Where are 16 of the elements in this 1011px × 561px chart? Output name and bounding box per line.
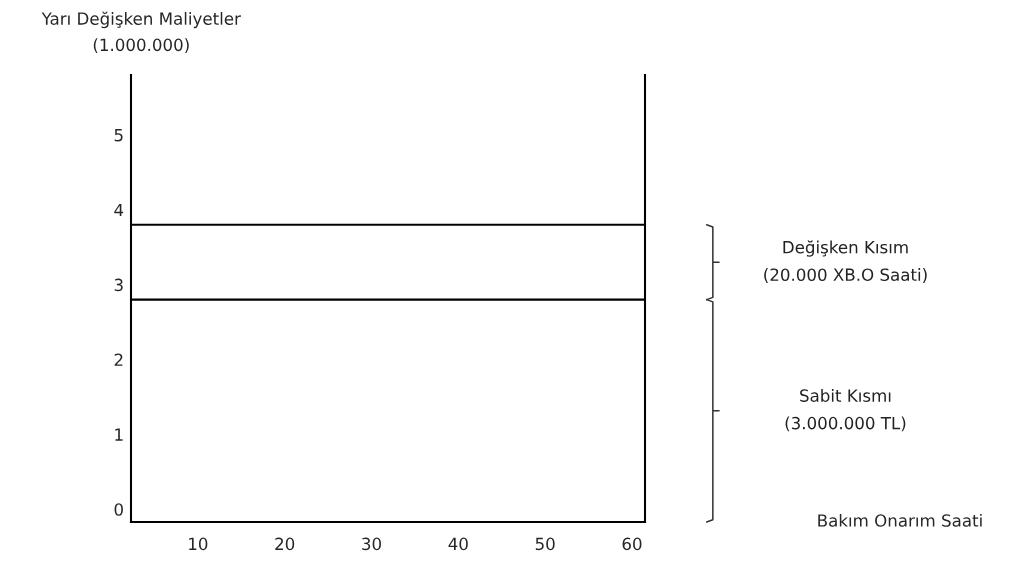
x-tick-label: 20 xyxy=(275,537,295,551)
text: Bakım Onarım Saati xyxy=(818,513,982,527)
text: Sabit Kısmı (3.000.000 TL) xyxy=(785,388,906,432)
text: Değişken Kısım (20.000 XB.O Saati) xyxy=(764,240,927,283)
x-tick-label: 60 xyxy=(622,537,642,551)
x-tick-label: 30 xyxy=(362,537,381,551)
y-axis-title: Yarı Değişken Maliyetler (1.000.000) xyxy=(41,11,241,54)
x-tick-label: 40 xyxy=(448,537,468,551)
x-tick-label: 10 xyxy=(189,537,208,551)
y-tick-label: 3 xyxy=(114,278,123,292)
x-tick-label: 50 xyxy=(535,537,555,551)
y-tick-label: 1 xyxy=(115,428,123,441)
y-tick-label: 5 xyxy=(114,129,123,142)
y-tick-label: 2 xyxy=(114,353,123,366)
y-tick-label: 0 xyxy=(114,503,123,516)
y-tick-label: 4 xyxy=(114,203,124,217)
